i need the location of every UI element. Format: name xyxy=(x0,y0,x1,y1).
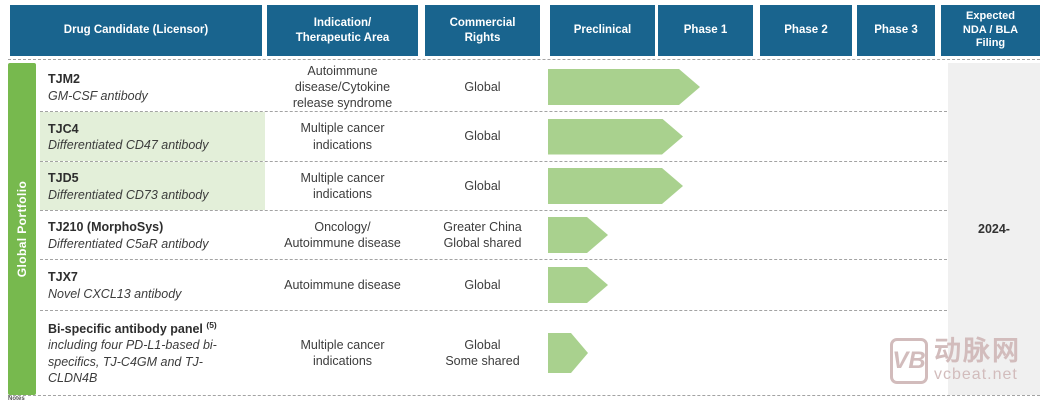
stage-progress-arrow xyxy=(548,119,683,155)
watermark-site: vcbeat.net xyxy=(934,366,1018,383)
drug-descriptor: Differentiated CD73 antibody xyxy=(48,187,209,202)
table-row: TJC4 Differentiated CD47 antibody Multip… xyxy=(40,112,947,162)
drug-name: TJ210 (MorphoSys) xyxy=(48,220,164,235)
watermark-brand: 动脉网 xyxy=(934,336,1021,366)
header-divider xyxy=(8,59,1040,60)
indication-cell: Autoimmune disease xyxy=(284,277,401,292)
table-row: Bi-specific antibody panel (5) including… xyxy=(40,311,947,395)
row-highlight xyxy=(40,112,265,161)
drug-candidate-cell: Bi-specific antibody panel (5) including… xyxy=(48,311,260,395)
drug-descriptor: including four PD-L1-based bi- specifics… xyxy=(48,338,217,385)
column-header-preclinical: Preclinical xyxy=(550,5,655,56)
expected-filing-column: 2024- xyxy=(948,63,1040,395)
commercial-rights-cell: Global xyxy=(464,129,501,144)
drug-name: TJC4 xyxy=(48,121,79,136)
drug-name: TJD5 xyxy=(48,171,79,186)
column-header-drug-candidate: Drug Candidate (Licensor) xyxy=(10,5,262,56)
commercial-rights-cell: Global xyxy=(464,277,501,292)
drug-descriptor: Differentiated C5aR antibody xyxy=(48,236,209,251)
column-header-expected-filing: Expected NDA / BLA Filing xyxy=(941,5,1040,56)
drug-candidate-cell: TJ210 (MorphoSys) Differentiated C5aR an… xyxy=(48,211,260,259)
drug-descriptor: Differentiated CD47 antibody xyxy=(48,138,209,153)
commercial-rights-cell: Greater China Global shared xyxy=(443,219,522,250)
commercial-rights-cell: Global xyxy=(464,79,501,94)
stage-progress-arrow xyxy=(548,217,608,253)
stage-progress-arrow xyxy=(548,333,588,373)
table-row: TJD5 Differentiated CD73 antibody Multip… xyxy=(40,162,947,211)
watermark: VB 动脉网 vcbeat.net xyxy=(890,338,1021,384)
column-header-phase-3: Phase 3 xyxy=(857,5,935,56)
stage-progress-arrow xyxy=(548,168,683,204)
table-row: TJ210 (MorphoSys) Differentiated C5aR an… xyxy=(40,211,947,260)
commercial-rights-cell: Global xyxy=(464,178,501,193)
drug-name: Bi-specific antibody panel xyxy=(48,322,203,337)
drug-candidate-cell: TJX7 Novel CXCL13 antibody xyxy=(48,260,260,310)
drug-candidate-cell: TJD5 Differentiated CD73 antibody xyxy=(48,162,260,210)
row-highlight xyxy=(40,162,265,210)
stage-progress-arrow xyxy=(548,69,700,105)
global-portfolio-label: Global Portfolio xyxy=(15,180,29,278)
commercial-rights-cell: Global Some shared xyxy=(445,337,520,368)
indication-cell: Multiple cancer indications xyxy=(300,337,385,368)
table-row: TJX7 Novel CXCL13 antibody Autoimmune di… xyxy=(40,260,947,311)
drug-descriptor: GM-CSF antibody xyxy=(48,88,148,103)
column-header-commercial-rights: Commercial Rights xyxy=(425,5,540,56)
indication-cell: Autoimmune disease/Cytokine release synd… xyxy=(292,63,393,111)
column-header-phase-2: Phase 2 xyxy=(760,5,852,56)
column-header-phase-1: Phase 1 xyxy=(658,5,753,56)
drug-descriptor: Novel CXCL13 antibody xyxy=(48,286,182,301)
indication-cell: Oncology/ Autoimmune disease xyxy=(284,219,401,250)
global-portfolio-band: Global Portfolio xyxy=(8,63,36,395)
drug-name: TJX7 xyxy=(48,270,78,285)
indication-cell: Multiple cancer indications xyxy=(300,170,385,201)
stage-progress-arrow xyxy=(548,267,608,303)
table-row: TJM2 GM-CSF antibody Autoimmune disease/… xyxy=(40,63,947,112)
drug-name-footnote: (5) xyxy=(206,319,217,330)
indication-cell: Multiple cancer indications xyxy=(300,121,385,152)
drug-candidate-cell: TJM2 GM-CSF antibody xyxy=(48,63,260,111)
drug-candidate-cell: TJC4 Differentiated CD47 antibody xyxy=(48,112,260,161)
column-header-indication: Indication/ Therapeutic Area xyxy=(267,5,418,56)
table-bottom-divider xyxy=(8,395,1040,396)
notes-label: Notes xyxy=(8,396,25,402)
expected-filing-value: 2024- xyxy=(978,222,1010,236)
drug-name: TJM2 xyxy=(48,72,80,87)
vcbeat-logo-icon: VB xyxy=(890,338,928,384)
